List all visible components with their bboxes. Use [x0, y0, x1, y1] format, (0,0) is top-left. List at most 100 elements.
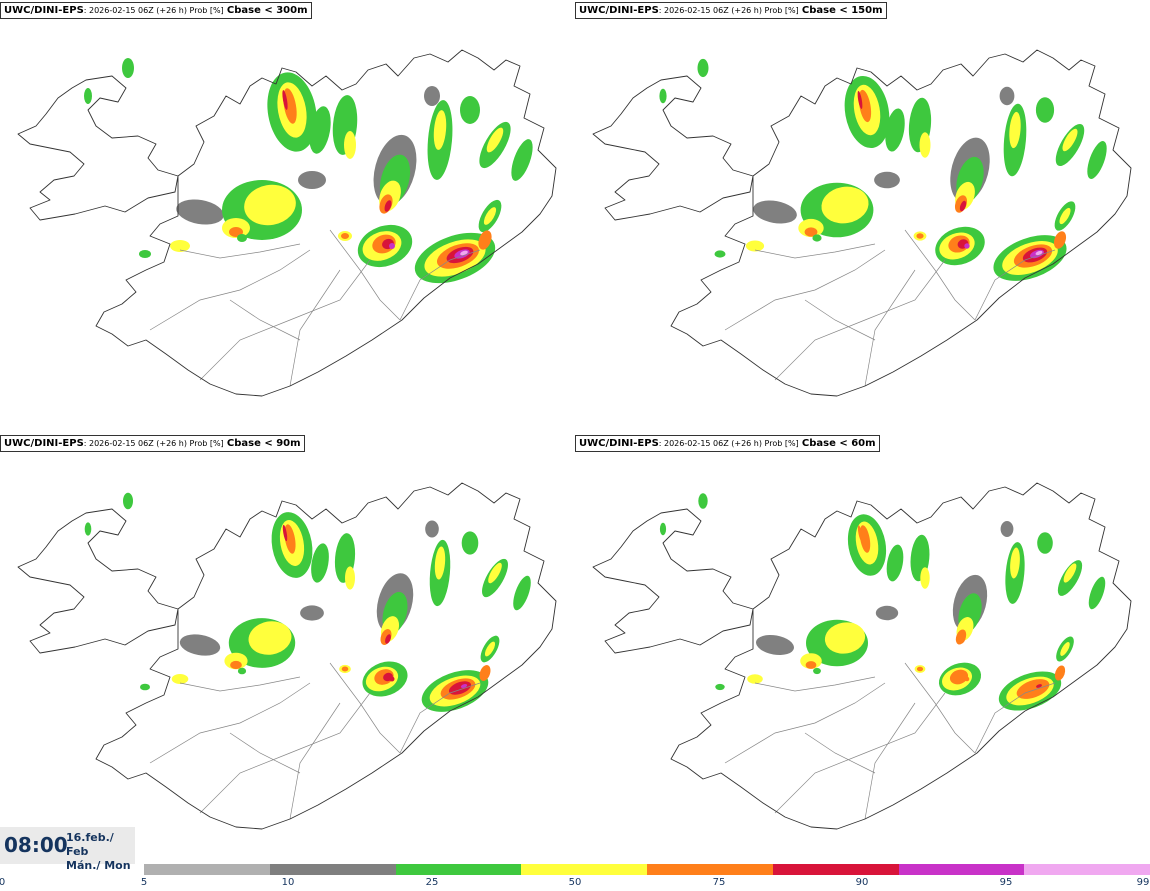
municipality-border	[199, 259, 371, 381]
colorbar-tick-label: 5	[140, 877, 148, 888]
panel-title: UWC/DINI-EPS: 2026-02-15 06Z (+26 h) Pro…	[575, 2, 887, 19]
probability-area	[345, 566, 355, 590]
probability-area	[284, 524, 296, 554]
probability-area	[300, 605, 324, 621]
probability-area	[805, 661, 817, 669]
colorbar-segment	[647, 864, 773, 875]
probability-area	[486, 127, 504, 153]
probability-area	[999, 86, 1015, 106]
probability-area	[513, 575, 531, 611]
municipality-border	[179, 676, 301, 692]
probability-area	[478, 230, 492, 250]
run-info: : 2026-02-15 06Z (+26 h) Prob [%]	[658, 6, 799, 15]
coastline	[17, 482, 557, 830]
run-info: : 2026-02-15 06Z (+26 h) Prob [%]	[83, 6, 224, 15]
probability-area	[1059, 207, 1071, 225]
colorbar-tick-label: 50	[568, 877, 582, 888]
probability-area	[1053, 231, 1067, 249]
probability-area	[885, 108, 905, 152]
probability-area	[874, 171, 900, 189]
probability-area	[959, 200, 967, 212]
panel-title: UWC/DINI-EPS: 2026-02-15 06Z (+26 h) Pro…	[0, 2, 312, 19]
valid-time-box: 08:00 16.feb./ Feb Mán./ Mon	[0, 827, 135, 872]
probability-area	[859, 525, 871, 553]
probability-area	[886, 544, 904, 582]
probability-area	[875, 605, 899, 621]
probability-area	[84, 88, 92, 104]
probability-area	[1037, 532, 1053, 554]
colorbar-segment	[144, 864, 270, 875]
probability-area	[309, 106, 331, 154]
probability-area	[1062, 128, 1078, 152]
probability-area	[824, 622, 866, 654]
colorbar-segment	[395, 864, 522, 875]
probability-area	[745, 240, 765, 252]
probability-area	[384, 200, 392, 212]
probability-area	[964, 676, 970, 682]
probability-area	[857, 91, 863, 109]
probability-area	[248, 621, 292, 655]
probability-area	[282, 524, 288, 542]
colorbar-segment	[269, 864, 396, 875]
valid-time-date: 16.feb./ Feb Mán./ Mon	[66, 831, 135, 873]
probability-area	[433, 110, 447, 150]
probability-area	[1035, 250, 1043, 256]
municipality-border	[329, 662, 401, 754]
municipality-border	[724, 682, 886, 764]
probability-area	[385, 634, 391, 644]
probability-area	[176, 199, 224, 225]
municipality-border	[974, 249, 1056, 321]
probability-area	[230, 660, 242, 670]
run-info: : 2026-02-15 06Z (+26 h) Prob [%]	[83, 439, 224, 448]
coastline	[592, 482, 1132, 830]
probability-area	[434, 546, 446, 580]
valid-date-line1: 16.feb./ Feb	[66, 831, 114, 858]
probability-area	[122, 58, 134, 78]
probability-area	[920, 567, 930, 589]
valid-time-clock: 08:00	[4, 833, 68, 857]
iceland-map	[17, 482, 557, 830]
probability-area	[714, 250, 726, 258]
municipality-border	[974, 682, 1056, 754]
probability-area	[919, 132, 931, 158]
colorbar-tick-label: 75	[712, 877, 726, 888]
colorbar-tick-label: 99	[1136, 877, 1150, 888]
probability-area	[804, 227, 818, 237]
municipality-border	[399, 249, 481, 321]
probability-area	[229, 227, 243, 237]
municipality-border	[864, 702, 916, 820]
iceland-map	[592, 49, 1132, 397]
probability-area	[389, 243, 395, 249]
probability-area	[484, 641, 496, 657]
municipality-border	[754, 676, 876, 692]
iceland-map	[592, 482, 1132, 830]
probability-area	[461, 531, 479, 555]
cloud-base-threshold: Cbase < 150m	[801, 5, 883, 16]
municipality-border	[149, 249, 311, 331]
probability-area	[341, 233, 349, 239]
probability-area	[1088, 576, 1106, 610]
probability-area	[460, 96, 480, 124]
iceland-map	[17, 49, 557, 397]
colorbar-segment	[521, 864, 647, 875]
probability-area	[659, 522, 667, 536]
cloud-base-threshold: Cbase < 60m	[801, 438, 876, 449]
probability-area	[697, 58, 709, 78]
municipality-border	[754, 243, 876, 259]
probability-area	[140, 683, 150, 691]
municipality-border	[289, 269, 341, 387]
probability-area	[311, 543, 329, 583]
colorbar-segment	[898, 864, 1025, 875]
cloud-base-threshold: Cbase < 90m	[226, 438, 301, 449]
probability-area	[1036, 684, 1042, 688]
probability-area	[298, 171, 326, 189]
probability-area	[344, 131, 356, 159]
probability-area	[283, 88, 297, 124]
probability-area	[916, 666, 924, 672]
forecast-map-panel: UWC/DINI-EPS: 2026-02-15 06Z (+26 h) Pro…	[575, 0, 1150, 438]
forecast-map-panel: UWC/DINI-EPS: 2026-02-15 06Z (+26 h) Pro…	[0, 433, 575, 871]
coastline	[592, 49, 1132, 397]
run-info: : 2026-02-15 06Z (+26 h) Prob [%]	[658, 439, 799, 448]
municipality-border	[774, 692, 946, 814]
probability-area	[1009, 111, 1021, 149]
